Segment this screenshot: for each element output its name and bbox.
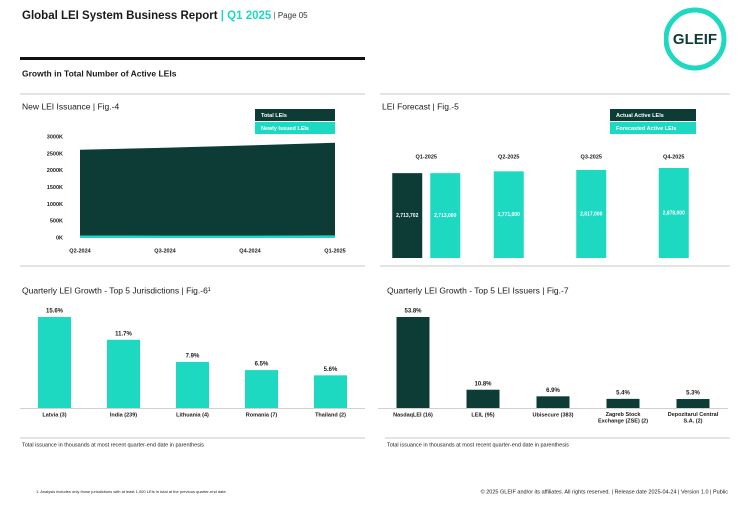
x-tick-label: NasdaqLEI (16) [393,412,433,418]
bar [493,171,524,258]
x-tick-label: Q1-2025 [416,154,437,160]
x-tick-label: Q3-2024 [154,248,176,254]
logo: GLEIF [650,7,727,71]
bar [392,173,423,258]
x-tick-label: Ubisecure (383) [533,412,574,418]
separator: | [271,11,278,20]
legend-label: Actual Active LEIs [616,113,664,119]
x-tick-label: LEIL (95) [471,412,494,418]
header-rule [20,57,365,60]
legend-label: Forecasted Active LEIs [616,126,676,132]
header: Global LEI System Business Report | Q1 2… [22,10,308,22]
y-tick-label: 2500K [47,151,63,157]
report-quarter: Q1 2025 [227,10,272,22]
separator: | [218,10,228,22]
note: Total issuance in thousands at most rece… [22,442,204,448]
x-tick-label: Zagreb Stock Exchange (ZSE) (2) [598,412,648,424]
bar [576,169,607,258]
legend-label: Newly Issued LEIs [261,126,309,132]
legend-swatch [610,122,696,134]
value-label: 10.8% [474,381,492,387]
report-title: Global LEI System Business Report [22,10,218,22]
legend-swatch [255,122,335,134]
value-label: 2,817,000 [580,211,602,217]
value-label: 2,878,000 [663,210,685,216]
area [80,235,335,238]
label-line: Exchange (ZSE) (2) [598,419,648,425]
bar [466,389,500,408]
label-line: S.A. (2) [684,419,703,425]
x-tick-label: Q3-2025 [581,154,602,160]
x-tick-label: Romania (7) [246,412,278,418]
legend-label: Total LEIs [261,113,287,119]
logo-ring [663,7,727,71]
panel-rules [20,93,730,439]
section-title: Growth in Total Number of Active LEIs [22,68,177,78]
area [80,142,335,238]
value-label: 5.3% [686,391,700,397]
note: Total issuance in thousands at most rece… [387,442,569,448]
bar [676,399,710,408]
x-tick-label: India (239) [110,412,137,418]
y-tick-label: 500K [50,219,63,225]
footnote: 1. Analysis includes only those jurisdic… [36,489,227,494]
bar [430,173,461,258]
value-label: 5.6% [324,367,338,373]
label-line: Depozitarul Central [668,412,719,418]
bar [536,396,570,408]
logo-text: GLEIF [673,31,717,48]
value-label: 2,713,000 [434,213,456,219]
bar [658,168,689,258]
value-label: 2,771,000 [498,212,520,218]
bar [606,398,640,408]
x-tick-label: Thailand (2) [315,412,346,418]
footer: © 2025 GLEIF and/or its affiliates. All … [481,488,729,495]
value-label: 7.9% [186,353,200,359]
bar [245,370,278,408]
value-label: 15.6% [46,309,64,315]
x-tick-label: Depozitarul Central S.A. (2) [668,412,719,424]
y-tick-label: 2000K [47,168,63,174]
x-tick-label: Latvia (3) [42,412,66,418]
value-label: 11.7% [115,331,132,337]
x-tick-label: Q4-2024 [239,248,261,254]
bar [38,317,71,408]
value-label: 6.9% [546,388,560,394]
y-tick-label: 0K [56,235,63,241]
y-tick-label: 1000K [47,202,63,208]
chart-title: LEI Forecast | Fig.-5 [382,101,459,111]
bar [176,361,209,408]
bar [314,375,347,408]
label-line: Zagreb Stock [606,412,642,418]
x-tick-label: Q1-2025 [324,248,345,254]
legend-swatch [255,109,335,121]
x-tick-label: Q2-2024 [69,248,91,254]
bar [396,317,430,408]
legend-swatch [610,109,696,121]
y-tick-label: 1500K [47,185,63,191]
value-label: 6.5% [255,362,269,368]
y-tick-label: 3000K [47,134,63,140]
x-tick-label: Q4-2025 [663,154,684,160]
x-tick-label: Lithuania (4) [176,412,209,418]
value-label: 2,713,702 [396,213,418,219]
logo-gap [650,30,664,48]
chart-title: Quarterly LEI Growth - Top 5 LEI Issuers… [387,285,569,295]
value-label: 5.4% [616,390,630,396]
bar [107,339,140,408]
value-label: 53.8% [404,309,422,315]
chart-title: Quarterly LEI Growth - Top 5 Jurisdictio… [22,285,211,295]
chart-title: New LEI Issuance | Fig.-4 [22,101,119,111]
page-number: Page 05 [278,11,308,20]
x-tick-label: Q2-2025 [498,154,519,160]
